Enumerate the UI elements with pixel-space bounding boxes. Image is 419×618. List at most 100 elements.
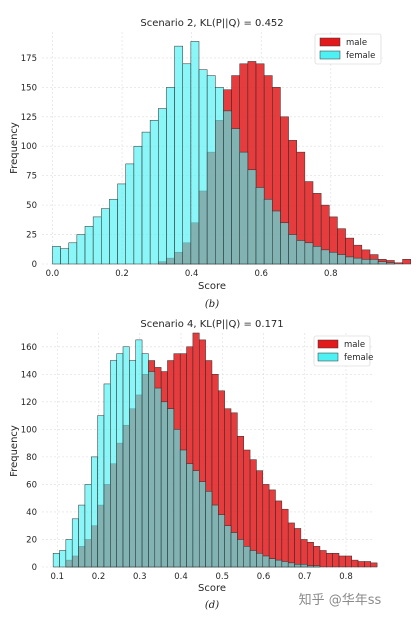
bar-female	[268, 558, 276, 568]
bar-female	[237, 539, 244, 568]
bar-female	[215, 87, 224, 265]
watermark: 知乎 @华年ss	[299, 592, 382, 608]
bar-female	[263, 198, 273, 265]
bar-male	[332, 552, 340, 568]
y-tick-label: 20	[26, 535, 37, 545]
bar-male	[256, 470, 264, 568]
bar-female	[211, 504, 219, 568]
y-tick-label: 25	[26, 231, 37, 241]
bar-male	[370, 562, 378, 568]
bar-female	[154, 387, 162, 568]
bar-male	[326, 552, 333, 568]
x-tick-label: 0.0	[46, 269, 60, 279]
bar-female	[377, 261, 387, 265]
bar-female	[174, 45, 183, 265]
x-axis-label-2: Score	[198, 583, 226, 594]
bar-female	[186, 463, 194, 568]
bar-female	[68, 242, 78, 265]
bar-male	[402, 259, 411, 265]
bar-female	[353, 257, 363, 265]
bar-female	[166, 87, 175, 265]
bar-male	[281, 508, 289, 568]
legend-swatch-female-2	[317, 352, 339, 362]
x-tick-label: 0.4	[174, 572, 188, 582]
bar-female	[231, 128, 240, 265]
y-ticks-2: 0 20 40 60 80 100 120 140 160	[21, 343, 37, 573]
y-tick-label: 160	[21, 343, 37, 353]
legend-1: male female	[314, 33, 382, 65]
bar-female	[78, 504, 86, 568]
bar-female	[117, 183, 126, 265]
bar-female	[255, 187, 265, 265]
bar-female	[122, 346, 130, 568]
bar-female	[52, 246, 61, 265]
bar-female	[287, 562, 295, 568]
bar-female	[306, 565, 314, 568]
bar-female	[294, 563, 302, 568]
y-tick-label: 125	[21, 113, 37, 123]
bar-male	[319, 550, 327, 568]
x-tick-label: 0.7	[298, 572, 312, 582]
legend-label-male-2: male	[344, 340, 365, 350]
bar-female	[281, 561, 289, 568]
chart-scenario-4: 0.1 0.2 0.3 0.4 0.5 0.6 0.7 0.8 0 20 40 60 80 100 120…	[9, 319, 378, 611]
caption-b: (b)	[205, 299, 219, 310]
bar-female	[288, 234, 297, 265]
bar-female	[337, 254, 346, 265]
x-tick-label: 0.2	[92, 572, 106, 582]
bar-female	[179, 449, 187, 568]
y-tick-label: 60	[26, 480, 37, 490]
bar-female	[262, 555, 270, 568]
y-tick-label: 150	[21, 83, 37, 93]
bar-female	[206, 75, 216, 265]
bar-female	[101, 208, 110, 265]
bar-female	[76, 234, 86, 265]
bar-female	[97, 415, 105, 568]
y-tick-label: 175	[21, 54, 37, 64]
bar-female	[313, 565, 321, 568]
x-tick-label: 0.8	[324, 269, 338, 279]
bar-male	[313, 546, 321, 568]
bar-male	[287, 522, 295, 568]
bar-female	[103, 383, 111, 568]
x-tick-label: 0.4	[185, 269, 199, 279]
bar-female	[91, 456, 98, 568]
y-tick-label: 80	[26, 453, 37, 463]
legend-label-male-1: male	[346, 38, 367, 48]
bar-female	[218, 514, 225, 568]
bar-male	[275, 500, 283, 568]
bar-female	[65, 539, 73, 568]
legend-swatch-male-1	[319, 37, 341, 47]
legend-swatch-male-2	[317, 339, 339, 349]
y-tick-label: 50	[26, 201, 37, 211]
legend-label-female-1: female	[346, 51, 375, 61]
bar-female	[243, 546, 251, 568]
x-tick-label: 0.2	[115, 269, 129, 279]
bar-female	[116, 353, 124, 568]
bar-female	[141, 131, 151, 265]
bar-female	[84, 226, 94, 265]
bar-female	[369, 259, 379, 265]
bar-female	[280, 222, 289, 265]
chart-title-1: Scenario 2, KL(P||Q) = 0.452	[140, 18, 283, 29]
bar-female	[198, 69, 208, 265]
y-tick-label: 140	[21, 370, 37, 380]
bar-female	[135, 339, 143, 568]
x-tick-label: 0.8	[339, 572, 353, 582]
bar-female	[223, 110, 232, 265]
legend-swatch-female-1	[319, 50, 341, 60]
bars-1	[52, 41, 411, 265]
bar-female	[224, 525, 232, 568]
bar-female	[192, 470, 200, 568]
bar-male	[306, 541, 314, 568]
bar-female	[329, 251, 338, 265]
bar-female	[256, 552, 264, 568]
bar-female	[249, 550, 257, 568]
bar-female	[84, 484, 92, 568]
y-ticks-1: 0 25 50 75 100 125 150 175	[21, 54, 37, 270]
bar-female	[361, 259, 371, 265]
bar-female	[109, 198, 118, 265]
x-ticks-2: 0.1 0.2 0.3 0.4 0.5 0.6 0.7 0.8	[50, 572, 352, 582]
bar-female	[300, 563, 308, 568]
